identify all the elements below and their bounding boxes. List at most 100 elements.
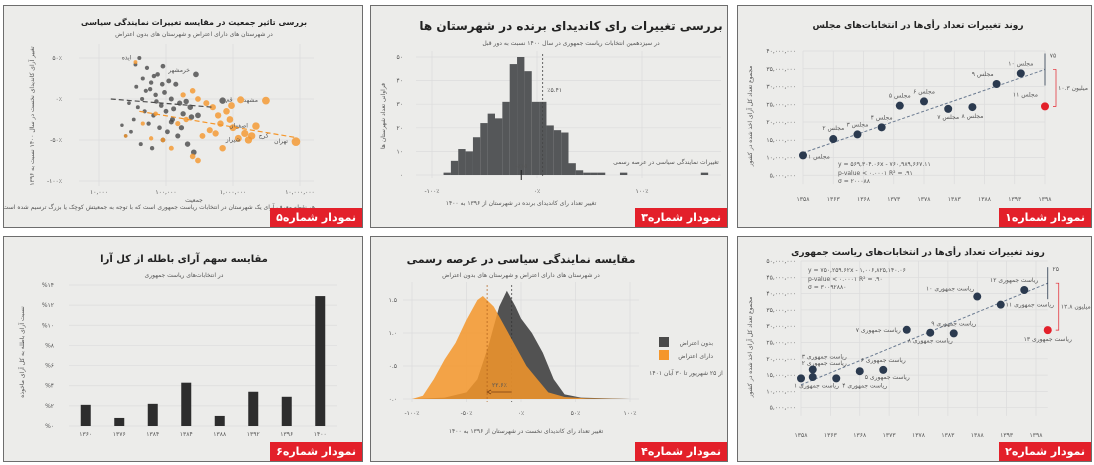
chart-badge: نمودار شماره۴ [635,442,727,461]
y-tick-label: ۱۰,۰۰۰,۰۰۰ [766,155,796,162]
point-label: مجلس ۱۱ [1013,91,1038,98]
histogram-bar [458,149,466,175]
histogram-bar [487,113,495,175]
difference-label: ۲۲.۶٪ [492,382,507,389]
y-tick-label: ۴۰ [397,78,403,85]
x-tick-label: ۱۳۹۸ [1039,196,1053,203]
data-point [149,146,155,151]
data-point [920,97,928,106]
x-tick-label: ۱۳۹۶ [280,431,293,438]
data-point [226,116,234,123]
y-tick-label: %۴ [45,383,54,390]
point-label: ریاست جمهوری ۸ [908,338,953,345]
bar [147,403,158,426]
gap-bracket [1053,69,1057,107]
y-axis-label: نسبت آرای باطله به کل آرای ماخوذه [17,306,26,398]
data-point [164,129,170,135]
bar [248,391,259,426]
regression-sigma: σ = ۳۰۰۹۲۸۸۰ [808,284,846,291]
data-point [157,125,162,131]
x-tick-label: ۱۳۸۸ [213,431,227,438]
chart-title: بررسی تغییرات رای کاندیدای برنده در شهرس… [419,19,722,33]
data-point [171,106,177,112]
x-tick-label: ۱۳۷۸ [918,196,932,203]
data-point [147,86,153,92]
histogram-bar [531,101,540,175]
legend-label: دارای اعتراض [678,353,713,360]
point-label: ریاست جمهوری ۴ [842,382,887,389]
x-tick-label: ۱۳۸۳ [941,432,955,439]
data-point [133,60,138,65]
data-point [162,90,167,95]
data-point [973,292,982,301]
data-point [195,96,201,102]
data-point [160,137,166,143]
x-tick-label: ۱۳۹۳ [1008,196,1022,203]
x-tick-label: ۱۳۸۴ [146,431,159,438]
data-point [175,121,181,127]
point-label: اصفهان [229,123,248,130]
point-label: ریاست جمهوری ۳ [802,354,847,361]
data-point [206,127,213,134]
chart-badge: نمودار شماره۶ [270,442,362,461]
y-tick-label: ۲۰ [397,125,403,132]
density-area [412,296,630,399]
data-point [148,136,154,141]
point-label: مجلس ۱ [808,153,830,160]
x-tick-label: ۱۳۸۴ [180,431,193,438]
data-point [137,55,142,61]
data-point [131,117,136,122]
data-point [879,365,888,374]
data-point [219,97,226,104]
data-point [1041,102,1049,111]
x-axis-label: تغییر تعداد رای کاندیدای نخست در شهرستان… [449,428,604,435]
x-tick-label: ۱۰,۰۰۰,۰۰۰ [285,189,315,196]
median-label: -٪۱۵ [515,163,527,170]
histogram-bar [619,172,628,175]
point-label: مجلس ۲ [822,125,844,132]
y-tick-label: ۰.۵ [389,363,397,370]
data-point [168,145,174,151]
data-point [1043,326,1052,335]
point-label: قم [226,96,233,103]
histogram-bar [568,163,576,175]
chart-subtitle: در انتخابات‌های ریاست جمهوری [145,272,224,279]
trend-line [800,282,1048,386]
x-tick-label: ۱۳۸۸ [971,432,985,439]
data-point [262,96,270,105]
chart-title: روند تغییرات تعداد رأی‌ها در انتخابات‌ها… [791,246,1045,258]
chart-badge: نمودار شماره۳ [635,208,727,227]
panel-chart-2: ۵,۰۰۰,۰۰۰ ۱۰,۰۰۰,۰۰۰ ۱۵,۰۰۰,۰۰۰ ۲۰,۰۰۰,۰۰۰ ۲… [737,236,1092,462]
legend-note: از ۲۵ شهریور تا ۳۰ آبان ۱۴۰۱ [649,368,723,377]
data-point [143,88,148,93]
bar [214,415,225,426]
y-tick-label: ۳۵,۰۰۰,۰۰۰ [766,307,796,314]
difference-arrow [486,389,512,395]
panel-chart-4: ۰.۰ ۰.۵ ۱.۰ ۱.۵ -۱۰۰٪ -۵۰٪ ۰٪ ۵۰٪ ۱۰۰٪ مقایسه نما… [370,236,728,462]
density-area [412,290,630,399]
point-label: ریاست جمهوری ۱۲ [990,277,1038,284]
point-label: ایذه [122,55,132,62]
data-point [148,80,154,85]
y-tick-label: ۴۰,۰۰۰,۰۰۰ [766,48,796,55]
chart-5-svg: -۱۰۰٪ -۵۰٪ ۰٪ ۵۰٪ ۱۰,۰۰۰ ۱۰۰,۰۰۰ ۱,۰۰۰,۰۰۰ ۱۰,۰… [4,17,315,211]
data-point [120,123,124,127]
y-tick-label: ۱۵,۰۰۰,۰۰۰ [766,137,796,144]
data-point [155,72,160,77]
point-label: ریاست جمهوری ۱۱ [1006,302,1054,309]
point-label: تهران [274,138,288,145]
x-tick-label: ۱,۰۰۰,۰۰۰ [220,189,246,196]
data-point [195,112,201,119]
data-point [949,329,958,338]
panel-chart-3: ۰ ۱۰ ۲۰ ۳۰ ۴۰ ۵۰ -۱۰۰٪ ۰٪ ۱۰۰٪ بررسی تغییرات رای … [370,5,728,228]
data-point [797,374,805,383]
data-point [183,116,189,123]
bar [315,296,326,426]
mean-label: ٪۵.۴۱ [547,87,562,94]
x-tick-label: -۱۰۰٪ [424,188,439,195]
y-tick-label: ۱.۰ [389,330,397,337]
histogram-bar [472,137,481,175]
data-point [183,98,189,105]
data-point [234,134,242,142]
data-point [173,81,179,87]
